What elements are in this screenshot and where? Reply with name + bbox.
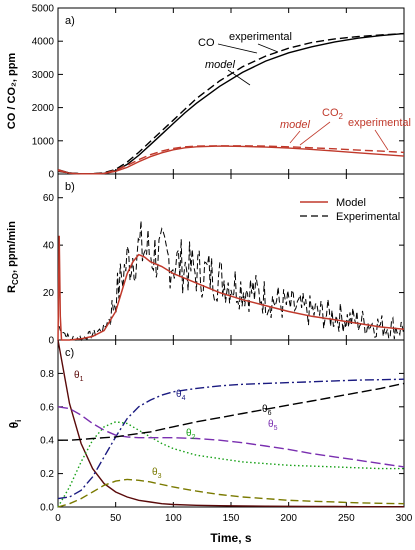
co-model-label: model: [205, 59, 236, 71]
panel-b-label: b): [65, 181, 75, 193]
panel-c-curve-labels: θ1 θ2 θ3 θ4 θ5 θ6: [74, 370, 278, 480]
panel-a-annotations: CO experimental model CO2 experimental m…: [198, 31, 411, 151]
ytick-label: 0.8: [40, 369, 54, 380]
legend-model-label: Model: [336, 197, 366, 209]
panel-c-label: c): [65, 347, 74, 359]
theta-2-label: θ2: [186, 428, 196, 441]
theta-6-label: θ6: [262, 404, 272, 417]
ytick-label: 0: [48, 336, 54, 347]
ytick-label: 4000: [32, 37, 55, 48]
xtick-label: 200: [280, 513, 297, 524]
theta-3-label: θ3: [152, 467, 162, 480]
co2-model-pointer: [289, 130, 301, 144]
series-line: [57, 478, 405, 508]
series-line: [57, 339, 404, 508]
x-axis-label: Time, s: [210, 531, 251, 545]
panel-b-legend: Model Experimental: [300, 197, 400, 223]
panel-b-lines: [57, 220, 405, 342]
co2-label: CO2: [322, 107, 344, 121]
co-label: CO: [198, 37, 215, 49]
ytick-label: 0.4: [40, 436, 54, 447]
series-line: [58, 382, 405, 441]
ytick-label: 40: [43, 241, 55, 252]
theta-4-label: θ4: [176, 389, 186, 402]
co-exp-label: experimental: [229, 31, 292, 43]
ytick-label: 60: [43, 193, 55, 204]
panel-c-ticks: 0.0 0.2 0.4 0.6 0.8: [40, 340, 405, 514]
xtick-label: 50: [110, 513, 122, 524]
ytick-label: 5000: [32, 4, 55, 15]
panel-c-lines: [57, 339, 405, 508]
co2-exp-label: experimental: [348, 117, 411, 129]
series-line: [57, 406, 405, 468]
series-model: [57, 235, 405, 341]
co-model-pointer: [227, 69, 251, 86]
ytick-label: 0.0: [40, 503, 54, 514]
theta-5-label: θ5: [268, 419, 278, 432]
xtick-label: 300: [396, 513, 413, 524]
co-exp-pointer: [257, 43, 279, 53]
panel-a-ticks: 0 1000 2000 3000 4000 5000: [32, 4, 405, 181]
panel-a-lines: [57, 32, 405, 175]
series-line: [57, 421, 404, 508]
series-line: [57, 145, 405, 175]
ytick-label: 1000: [32, 136, 55, 147]
xtick-label: 0: [55, 513, 61, 524]
ytick-label: 20: [43, 288, 55, 299]
ytick-label: 0.2: [40, 469, 54, 480]
ytick-label: 3000: [32, 70, 55, 81]
series-line: [57, 378, 405, 500]
co-label-pointer: [217, 43, 258, 54]
co2-exp-pointer: [374, 129, 389, 151]
xtick-label: 250: [338, 513, 355, 524]
co2-label-pointer: [299, 121, 331, 146]
panel-c-ylabel: θi: [7, 420, 23, 429]
panel-a-label: a): [65, 15, 75, 27]
ytick-label: 0.6: [40, 402, 54, 413]
legend-exp-label: Experimental: [336, 211, 400, 223]
ytick-label: 0: [48, 170, 54, 181]
co2-model-label: model: [280, 119, 311, 131]
ytick-label: 2000: [32, 103, 55, 114]
panel-b-ylabel: RCO, ppm/min: [6, 221, 20, 293]
panel-c-frame: [57, 339, 405, 508]
x-axis-ticks: 0 50 100 150 200 250 300: [55, 513, 413, 524]
panel-a-ylabel: CO / CO₂, ppm: [6, 53, 18, 130]
theta-1-label: θ1: [74, 370, 84, 383]
xtick-label: 150: [223, 513, 240, 524]
xtick-label: 100: [165, 513, 182, 524]
